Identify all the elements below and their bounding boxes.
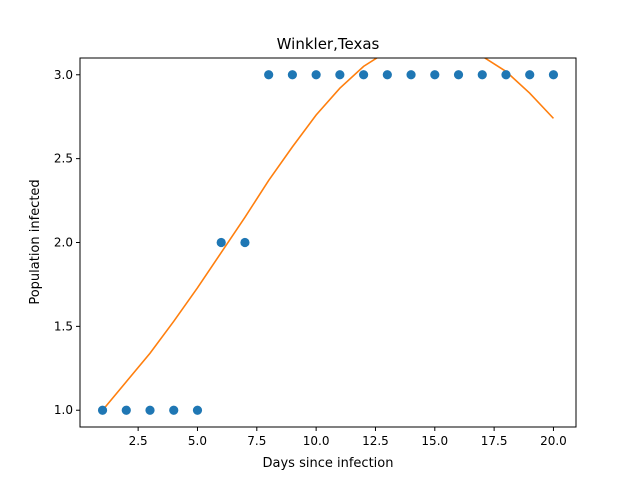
data-point bbox=[430, 70, 440, 80]
x-tick-label: 7.5 bbox=[247, 434, 266, 448]
data-point bbox=[216, 237, 226, 248]
data-point bbox=[97, 405, 108, 415]
data-point bbox=[358, 70, 369, 80]
data-point bbox=[548, 70, 559, 80]
x-tick-label: 15.0 bbox=[421, 434, 448, 448]
y-tick-label: 2.0 bbox=[54, 236, 73, 250]
data-point bbox=[453, 70, 464, 80]
data-point bbox=[501, 70, 511, 80]
data-point bbox=[382, 70, 392, 80]
data-point bbox=[240, 237, 250, 248]
y-tick-label: 3.0 bbox=[54, 68, 73, 82]
x-tick-label: 10.0 bbox=[303, 434, 330, 448]
x-tick-label: 2.5 bbox=[129, 434, 148, 448]
y-tick-label: 1.0 bbox=[54, 403, 73, 417]
data-point bbox=[335, 70, 345, 80]
y-axis-ticks: 1.0 1.5 2.0 2.5 3.0 bbox=[54, 68, 80, 417]
chart-title: Winkler,Texas bbox=[277, 35, 380, 53]
x-tick-label: 20.0 bbox=[540, 434, 567, 448]
y-tick-label: 2.5 bbox=[54, 152, 73, 166]
plot-area bbox=[97, 58, 559, 415]
data-point bbox=[192, 405, 203, 415]
x-axis-ticks: 2.5 5.0 7.5 10.0 12.5 15.0 17.5 20.0 bbox=[129, 427, 567, 448]
y-tick-label: 1.5 bbox=[54, 319, 73, 333]
data-point bbox=[477, 70, 487, 80]
data-point bbox=[311, 70, 321, 80]
data-point bbox=[287, 70, 298, 80]
axes-frame bbox=[79, 57, 577, 428]
fit-line bbox=[101, 58, 555, 411]
data-point bbox=[525, 70, 535, 80]
x-tick-label: 12.5 bbox=[362, 434, 389, 448]
x-tick-label: 5.0 bbox=[188, 434, 207, 448]
x-axis-label: Days since infection bbox=[263, 456, 394, 471]
data-point bbox=[264, 70, 274, 80]
data-point bbox=[145, 405, 155, 415]
data-point bbox=[406, 70, 416, 80]
x-tick-label: 17.5 bbox=[481, 434, 508, 448]
data-point bbox=[169, 405, 179, 415]
data-point bbox=[121, 405, 131, 415]
y-axis-label: Population infected bbox=[28, 179, 43, 304]
